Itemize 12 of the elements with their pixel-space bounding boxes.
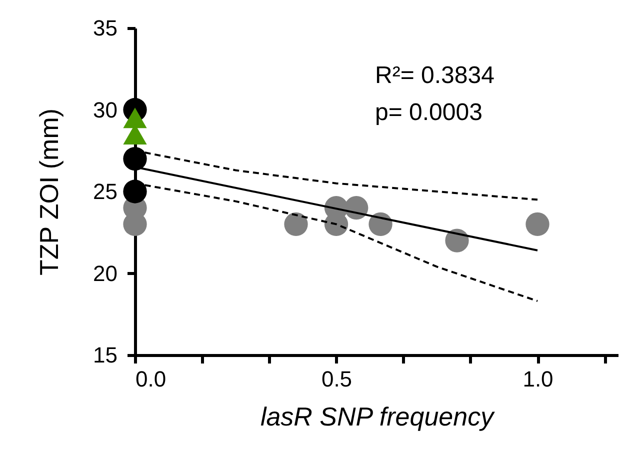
x-axis-title: lasR SNP frequency [260,402,496,432]
x-tick-label: 1.0 [522,366,554,392]
y-tick-label: 15 [93,342,118,368]
x-tick-label: 0.0 [136,366,166,392]
x-tick-label: 0.5 [321,366,352,392]
y-tick-label: 20 [93,260,118,286]
y-tick-label: 25 [93,179,118,204]
y-axis-title: TZP ZOI (mm) [34,108,64,276]
y-tick-label: 35 [93,16,118,40]
annotation: p= 0.0003 [375,99,482,126]
y-tick-label: 30 [93,97,118,122]
annotation: R²= 0.3834 [375,62,494,89]
